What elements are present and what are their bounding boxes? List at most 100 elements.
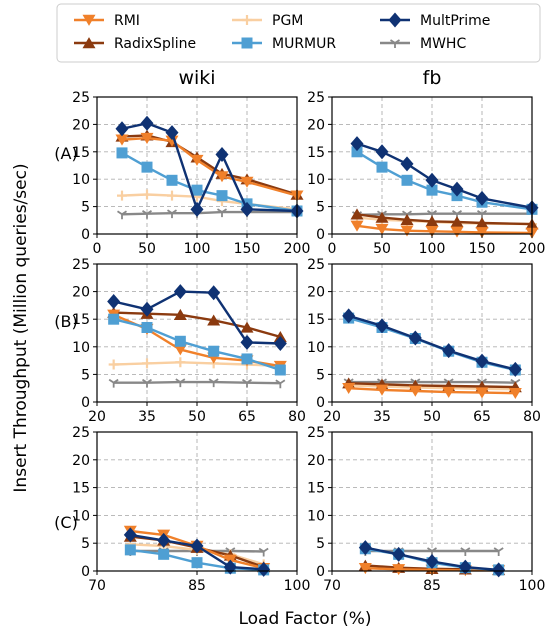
- y-tick-label: 10: [72, 340, 90, 356]
- y-tick-label: 10: [307, 340, 325, 356]
- x-tick-label: 20: [323, 409, 341, 425]
- x-tick-label: 50: [138, 241, 156, 257]
- legend-box: [56, 3, 541, 63]
- data-point-multprime: [475, 353, 489, 369]
- series-multprime: [107, 284, 287, 351]
- data-point-murmur: [141, 321, 153, 333]
- y-tick-label: 25: [72, 425, 90, 441]
- data-point-multprime: [508, 361, 522, 377]
- data-point-multprime: [400, 156, 414, 172]
- x-tick-label: 150: [469, 241, 496, 257]
- data-point-pgm: [175, 357, 186, 368]
- data-point-rmi: [400, 225, 414, 237]
- data-point-multprime: [190, 201, 204, 217]
- data-point-murmur: [426, 184, 438, 196]
- series-line-mwhc: [113, 380, 281, 385]
- x-tick-label: 100: [519, 578, 546, 594]
- data-point-multprime: [450, 181, 464, 197]
- legend-label: MultPrime: [420, 13, 490, 29]
- y-tick-label: 15: [72, 145, 90, 161]
- x-tick-label: 50: [423, 409, 441, 425]
- series-line-murmur: [356, 150, 533, 211]
- data-point-pgm: [142, 358, 152, 369]
- data-point-multprime: [408, 330, 422, 346]
- y-tick-label: 5: [81, 536, 90, 552]
- legend-marker-rmi: [82, 14, 96, 26]
- series-murmur: [108, 313, 286, 376]
- y-tick-label: 20: [307, 117, 325, 133]
- y-tick-label: 20: [307, 285, 325, 301]
- data-point-multprime: [257, 561, 271, 577]
- x-tick-label: 65: [473, 409, 491, 425]
- data-point-multprime: [240, 201, 254, 217]
- x-tick-label: 70: [88, 578, 106, 594]
- series-line-multprime: [348, 314, 516, 371]
- x-tick-label: 20: [88, 409, 106, 425]
- panel--b--fb: 20 35 50 65 80 0 5 10 15 20 25: [307, 257, 541, 425]
- data-point-rmi: [350, 220, 364, 232]
- data-point-murmur: [116, 147, 128, 159]
- data-point-multprime: [442, 343, 456, 359]
- data-point-multprime: [492, 562, 506, 578]
- data-point-mwhc: [258, 547, 269, 557]
- legend-label: MURMUR: [272, 36, 336, 52]
- series-line-murmur: [113, 318, 281, 372]
- data-point-murmur: [401, 174, 413, 186]
- series-line-radixspline: [348, 382, 516, 389]
- data-point-mwhc: [275, 379, 286, 389]
- series-multprime: [115, 115, 304, 219]
- data-point-rmi: [173, 344, 187, 356]
- data-point-mwhc: [142, 209, 152, 219]
- data-point-multprime: [140, 301, 154, 317]
- data-point-rmi: [450, 226, 464, 238]
- data-point-murmur: [191, 184, 203, 196]
- data-point-murmur: [124, 544, 136, 556]
- data-point-radixspline: [240, 321, 254, 333]
- legend-marker-mwhc: [390, 39, 400, 48]
- data-point-radixspline: [350, 208, 364, 220]
- x-tick-label: 100: [284, 578, 311, 594]
- data-point-mwhc: [167, 209, 177, 219]
- series-rmi: [342, 383, 522, 400]
- data-point-mwhc: [117, 210, 127, 220]
- legend-entry-radixspline: RadixSpline: [74, 36, 196, 52]
- data-point-multprime: [350, 136, 364, 152]
- x-axis-label: Load Factor (%): [238, 609, 371, 629]
- y-tick-label: 15: [307, 312, 325, 328]
- x-tick-label: 65: [238, 409, 256, 425]
- data-point-murmur: [376, 161, 388, 173]
- panel--c--fb: 70 85 100 0 5 10 15 20 25: [307, 425, 545, 594]
- legend-entry-murmur: MURMUR: [232, 36, 336, 52]
- data-point-murmur: [274, 364, 286, 376]
- series-multprime: [350, 136, 539, 216]
- data-point-mwhc: [208, 378, 219, 388]
- y-tick-label: 25: [72, 90, 90, 106]
- data-point-murmur: [216, 190, 228, 202]
- data-point-multprime: [475, 190, 489, 206]
- data-point-murmur: [108, 313, 120, 325]
- data-point-rmi: [358, 563, 372, 575]
- data-point-multprime: [273, 335, 287, 351]
- legend-entry-pgm: PGM: [232, 13, 303, 29]
- data-point-rmi: [425, 226, 439, 238]
- data-point-rmi: [408, 385, 422, 397]
- data-point-multprime: [123, 527, 137, 543]
- data-point-mwhc: [242, 378, 252, 388]
- y-tick-label: 0: [81, 395, 90, 411]
- legend-entry-multprime: MultPrime: [380, 12, 490, 29]
- x-tick-label: 200: [284, 241, 311, 257]
- data-point-rmi: [475, 387, 489, 399]
- x-tick-label: 100: [419, 241, 446, 257]
- y-tick-label: 20: [307, 453, 325, 469]
- legend-marker-pgm: [242, 15, 252, 25]
- x-tick-label: 50: [188, 409, 206, 425]
- x-tick-label: 0: [328, 241, 337, 257]
- col-title-fb: fb: [423, 67, 442, 89]
- data-point-radixspline: [450, 216, 464, 228]
- data-point-multprime: [107, 294, 121, 310]
- data-point-multprime: [375, 144, 389, 160]
- data-point-multprime: [190, 538, 204, 554]
- y-tick-label: 0: [81, 564, 90, 580]
- data-point-murmur: [351, 146, 363, 158]
- y-tick-label: 5: [316, 367, 325, 383]
